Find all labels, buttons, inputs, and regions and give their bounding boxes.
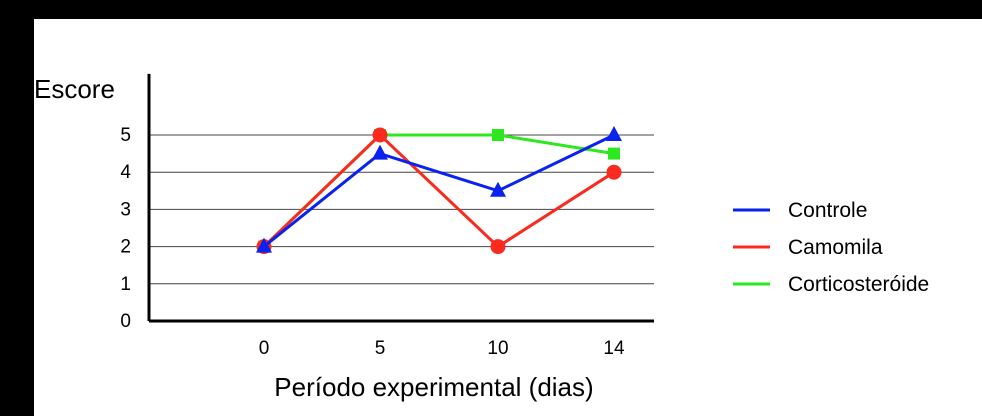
legend-label: Corticosteróide [788,273,929,296]
y-tick-label: 0 [120,311,131,332]
x-tick-label: 5 [375,338,386,359]
y-axis-label: Escore [34,74,115,104]
series-line [263,133,615,248]
y-tick-label: 3 [120,199,131,220]
y-tick-label: 2 [120,237,131,258]
x-axis-label: Período experimental (dias) [274,372,593,402]
data-point [606,164,622,180]
series-controle [256,126,622,253]
y-tick-label: 4 [120,162,131,183]
series-line [262,132,615,249]
y-tick-labels: 0 1 2 3 4 5 [120,125,131,332]
series-group [256,126,622,255]
data-point [606,126,622,141]
data-point [608,147,620,160]
data-point [490,239,506,255]
data-point [256,237,272,253]
legend: Controle Camomila Corticosteróide [733,199,929,296]
chart-panel: 0 1 2 3 4 5 0 5 10 14 Escore Período experimenta… [34,19,982,416]
legend-label: Camomila [788,236,883,259]
line-chart: 0 1 2 3 4 5 0 5 10 14 Escore Período experimenta… [34,73,929,402]
x-tick-labels: 0 5 10 14 [259,338,625,359]
y-tick-label: 1 [120,274,131,295]
x-tick-label: 10 [487,338,508,359]
data-point [492,129,504,141]
data-point [490,181,506,197]
x-tick-label: 0 [259,338,270,359]
data-point [372,127,388,143]
legend-label: Controle [788,199,867,222]
x-tick-label: 14 [603,338,625,359]
data-point [372,144,388,160]
y-tick-label: 5 [120,125,131,146]
